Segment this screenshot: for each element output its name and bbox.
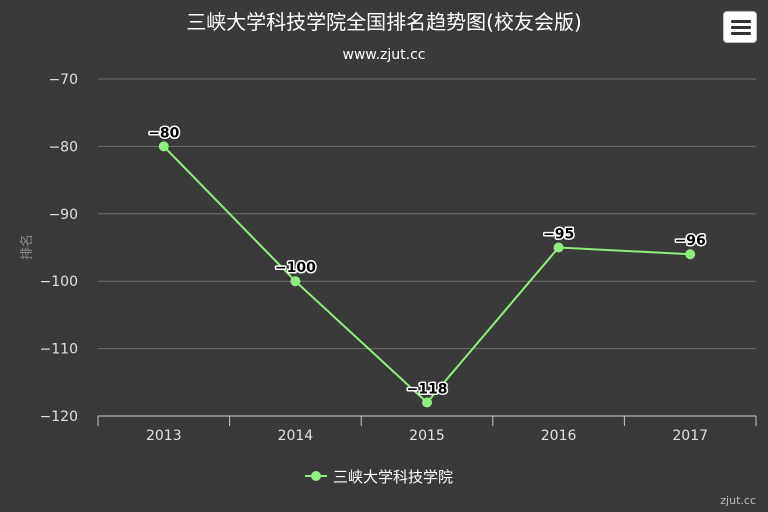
hamburger-menu-icon-bar	[731, 32, 751, 35]
hamburger-menu-icon-bar	[731, 20, 751, 23]
data-labels: −80 −100 −118 −95 −96	[147, 124, 708, 399]
y-axis-ticks: −70 −80 −90 −100 −110 −120	[40, 72, 78, 425]
chart-subtitle: www.zjut.cc	[343, 47, 426, 63]
legend-symbol-marker	[311, 471, 321, 481]
data-point[interactable]	[158, 141, 169, 152]
data-label: −100	[275, 260, 316, 276]
data-label: −95	[543, 227, 574, 243]
x-tick-label: 2013	[146, 428, 182, 444]
x-tick-label: 2015	[409, 428, 445, 444]
y-tick-label: −90	[48, 207, 78, 223]
data-label: −96	[675, 233, 706, 249]
series-line	[163, 145, 691, 404]
x-tick-label: 2017	[672, 428, 708, 444]
y-tick-label: −80	[48, 139, 78, 155]
y-tick-label: −120	[40, 409, 78, 425]
data-point[interactable]	[685, 249, 696, 260]
data-label: −118	[407, 382, 448, 398]
context-menu-button[interactable]	[723, 11, 757, 43]
hamburger-menu-icon-bar	[731, 26, 751, 29]
legend[interactable]: 三峡大学科技学院	[305, 468, 453, 486]
data-point[interactable]	[290, 276, 301, 287]
y-tick-label: −110	[40, 342, 78, 358]
data-label: −80	[148, 125, 179, 141]
y-tick-label: −70	[48, 72, 78, 88]
x-tick-label: 2016	[541, 428, 577, 444]
chart-title: 三峡大学科技学院全国排名趋势图(校友会版)	[186, 10, 582, 34]
data-point[interactable]	[422, 397, 432, 408]
series-line-layer	[158, 141, 696, 408]
y-axis-label: 排名	[19, 234, 35, 260]
x-axis: 2013 2014 2015 2016 2017	[97, 415, 757, 444]
grid-lines	[98, 78, 756, 350]
x-tick-label: 2014	[278, 428, 314, 444]
data-point[interactable]	[553, 242, 564, 253]
legend-item-label: 三峡大学科技学院	[333, 468, 453, 486]
y-tick-label: −100	[40, 274, 78, 290]
credit-text[interactable]: zjut.cc	[720, 494, 756, 507]
